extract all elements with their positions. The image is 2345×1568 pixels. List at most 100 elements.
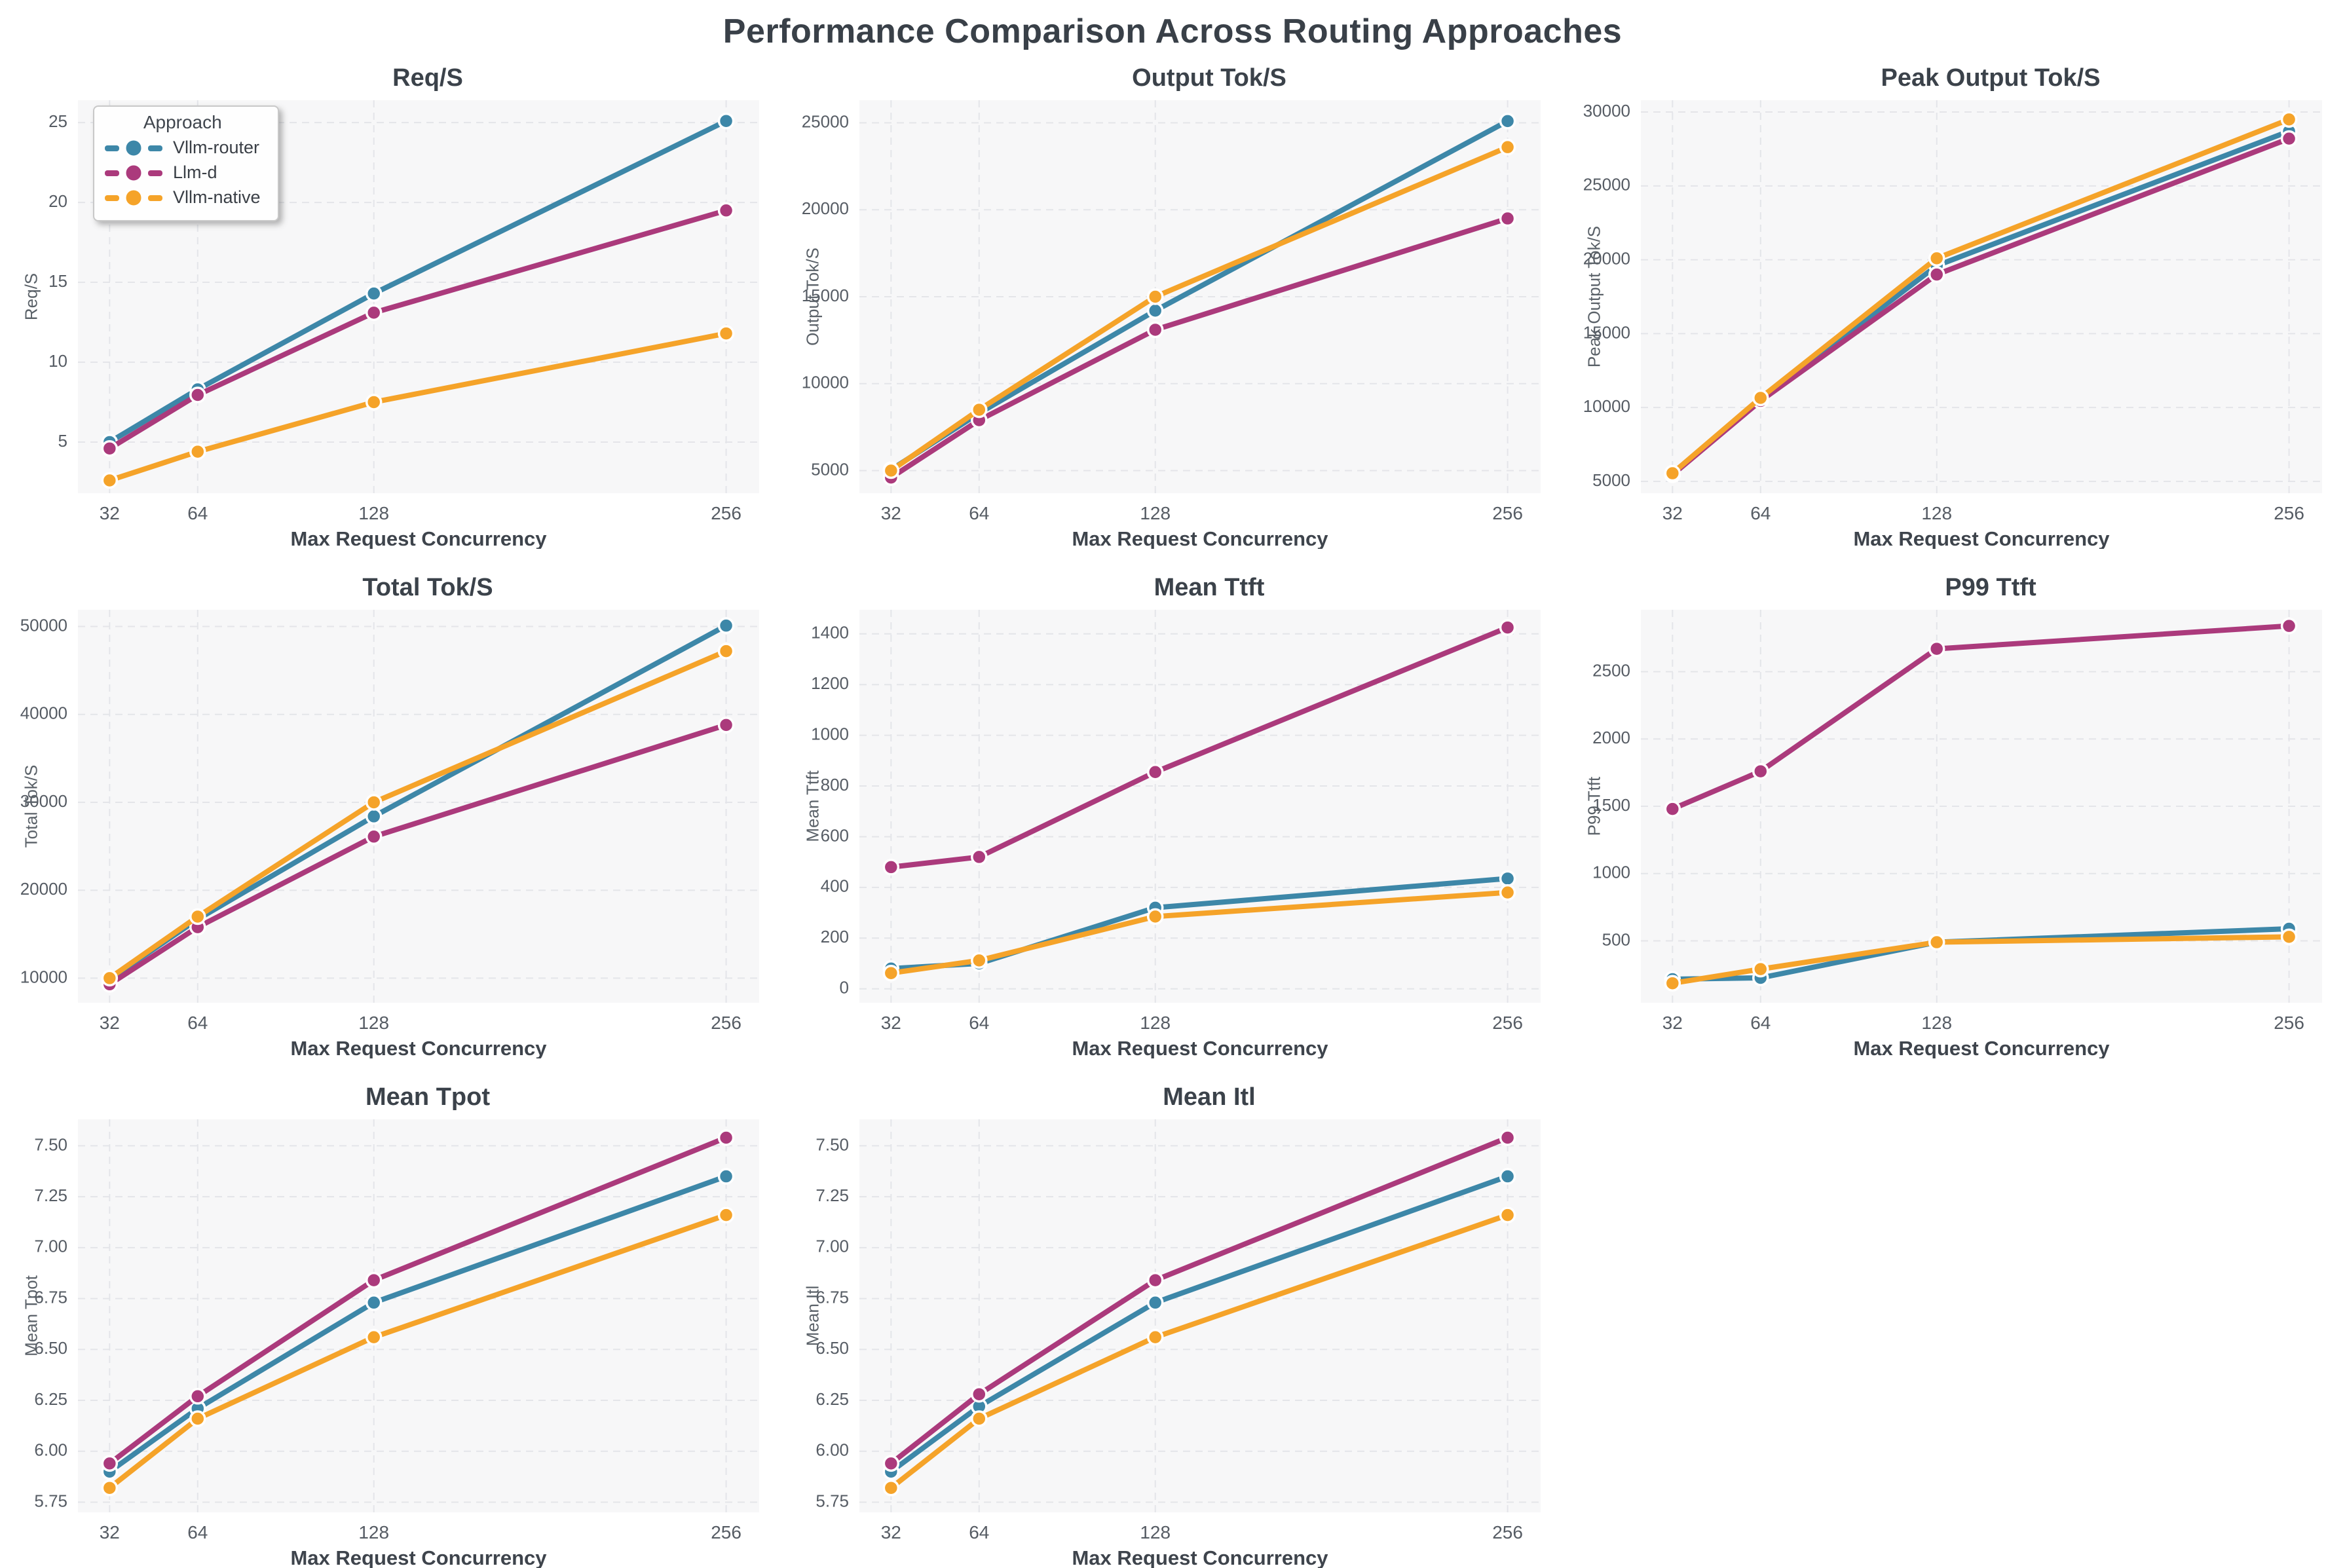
- chart-body-output-tok-s: Output Tok/S 5000 10000 15000 20000 25000 32 64…: [791, 94, 1553, 549]
- x-tick-labels: 32 64 128 256: [881, 1013, 1523, 1033]
- svg-text:256: 256: [1492, 1013, 1523, 1033]
- legend-item-vllm-router: Vllm-router: [105, 138, 261, 158]
- y-tick-labels: 5.75 6.00 6.25 6.50 6.75 7.00 7.25 7.50: [816, 1134, 849, 1510]
- svg-text:600: 600: [821, 825, 849, 845]
- x-axis-label-peak-output-tok-s: Max Request Concurrency: [1853, 527, 2110, 549]
- svg-text:5000: 5000: [811, 459, 849, 479]
- svg-text:25000: 25000: [802, 111, 849, 131]
- series-line-vllm-native: [107, 648, 729, 981]
- svg-text:6.00: 6.00: [34, 1440, 67, 1460]
- svg-text:64: 64: [969, 503, 989, 523]
- series-markers-llm-d: [101, 202, 735, 457]
- series-line-llm-d: [1670, 623, 2292, 812]
- series-line-llm-d: [107, 208, 729, 451]
- y-axis-label-peak-output-tok-s: Peak Output Tok/S: [1584, 225, 1604, 368]
- plot-background: [859, 1119, 1541, 1512]
- chart-body-mean-itl: Mean Itl 5.75 6.00 6.25 6.50 6.75 7.00 7.25 7.50…: [791, 1113, 1553, 1568]
- x-axis-label-total-tok-s: Max Request Concurrency: [290, 1037, 547, 1058]
- x-tick-labels: 32 64 128 256: [100, 503, 741, 523]
- series-line-vllm-native: [1670, 117, 2292, 476]
- y-axis-label-mean-itl: Mean Itl: [802, 1285, 823, 1347]
- svg-text:7.00: 7.00: [816, 1237, 849, 1256]
- x-tick-labels: 32 64 128 256: [100, 1522, 741, 1542]
- y-tick-labels: 0 200 400 600 800 1000 1200 1400: [811, 623, 849, 998]
- svg-text:30000: 30000: [1583, 101, 1630, 121]
- legend-item-vllm-native: Vllm-native: [105, 187, 261, 208]
- chart-canvas-mean-ttft: 0 200 400 600 800 1000 1200 1400 32 64 128 256 Max R…: [811, 610, 1541, 1058]
- svg-text:7.50: 7.50: [816, 1134, 849, 1154]
- x-axis-label-mean-ttft: Max Request Concurrency: [1072, 1037, 1328, 1058]
- svg-text:25000: 25000: [1583, 175, 1630, 195]
- legend-label: Vllm-router: [173, 138, 260, 157]
- svg-text:256: 256: [1492, 1522, 1523, 1542]
- svg-text:15000: 15000: [802, 286, 849, 305]
- y-tick-labels: 5.75 6.00 6.25 6.50 6.75 7.00 7.25 7.50: [34, 1134, 67, 1510]
- svg-text:5000: 5000: [1592, 470, 1630, 490]
- svg-text:2000: 2000: [1592, 728, 1630, 747]
- chart-canvas-output-tok-s: 5000 10000 15000 20000 25000 32 64 128 256 Max Re…: [802, 100, 1541, 549]
- chart-title-req-s: Req/S: [392, 64, 463, 92]
- series-markers-llm-d: [1664, 617, 2298, 817]
- svg-text:400: 400: [821, 876, 849, 896]
- svg-text:256: 256: [711, 1522, 741, 1542]
- svg-text:7.00: 7.00: [34, 1237, 67, 1256]
- grid-lines: [78, 610, 759, 1003]
- svg-text:6.50: 6.50: [34, 1338, 67, 1358]
- legend-title: Approach: [143, 112, 222, 132]
- plot-background: [1641, 100, 2322, 493]
- y-tick-labels: 10000 20000 30000 40000 50000: [20, 615, 67, 986]
- chart-canvas-mean-tpot: 5.75 6.00 6.25 6.50 6.75 7.00 7.25 7.50 32 64 128 2…: [34, 1119, 759, 1568]
- svg-text:64: 64: [187, 1522, 208, 1542]
- svg-text:6.25: 6.25: [34, 1389, 67, 1409]
- plot-background: [78, 1119, 759, 1512]
- svg-text:64: 64: [1750, 503, 1771, 523]
- svg-text:64: 64: [969, 1522, 989, 1542]
- x-axis-label-req-s: Max Request Concurrency: [290, 527, 547, 549]
- y-axis-label-output-tok-s: Output Tok/S: [802, 248, 823, 346]
- y-tick-labels: 5 10 15 20 25: [48, 111, 67, 451]
- svg-text:32: 32: [881, 1522, 901, 1542]
- series-markers-vllm-native: [882, 1206, 1516, 1497]
- x-tick-labels: 32 64 128 256: [1662, 1013, 2304, 1033]
- y-tick-labels: 5000 10000 15000 20000 25000 30000: [1583, 101, 1630, 490]
- svg-text:256: 256: [2274, 503, 2304, 523]
- svg-text:128: 128: [1921, 503, 1952, 523]
- x-axis-label-mean-tpot: Max Request Concurrency: [290, 1546, 547, 1568]
- svg-text:128: 128: [358, 1013, 389, 1033]
- svg-text:800: 800: [821, 775, 849, 794]
- svg-text:5.75: 5.75: [34, 1491, 67, 1510]
- svg-text:10000: 10000: [802, 373, 849, 392]
- legend-marker-icon: [105, 138, 162, 157]
- series-markers-vllm-native: [101, 1206, 735, 1497]
- svg-text:64: 64: [969, 1013, 989, 1033]
- svg-text:20000: 20000: [802, 198, 849, 218]
- svg-text:32: 32: [881, 503, 901, 523]
- chart-card-mean-tpot: Mean Tpot Mean Tpot 5.75 6.00 6.25 6.50 6.75 7.…: [0, 1081, 781, 1568]
- legend-label: Vllm-native: [173, 187, 261, 207]
- svg-text:1000: 1000: [1592, 863, 1630, 882]
- svg-text:128: 128: [358, 503, 389, 523]
- y-tick-labels: 5000 10000 15000 20000 25000: [802, 111, 849, 479]
- chart-body-total-tok-s: Total Tok/S 10000 20000 30000 40000 50000 32 64…: [9, 603, 772, 1058]
- legend-item-llm-d: Llm-d: [105, 162, 261, 183]
- svg-text:20000: 20000: [1583, 248, 1630, 268]
- svg-text:5: 5: [58, 431, 67, 451]
- chart-body-req-s: Req/S 5 10 15 20 25 32 64 128 256 Max Request Conc…: [9, 94, 772, 549]
- chart-title-peak-output-tok-s: Peak Output Tok/S: [1881, 64, 2101, 92]
- svg-text:2500: 2500: [1592, 660, 1630, 680]
- svg-text:30000: 30000: [20, 791, 67, 811]
- chart-body-mean-tpot: Mean Tpot 5.75 6.00 6.25 6.50 6.75 7.00 7.25 7.5…: [9, 1113, 772, 1568]
- svg-text:32: 32: [100, 1522, 120, 1542]
- chart-card-peak-output-tok-s: Peak Output Tok/S Peak Output Tok/S 5000 10…: [1563, 62, 2344, 572]
- svg-text:256: 256: [2274, 1013, 2304, 1033]
- figure-header: Performance Comparison Across Routing Ap…: [0, 0, 2345, 62]
- svg-text:10000: 10000: [20, 967, 67, 986]
- svg-text:128: 128: [1921, 1013, 1952, 1033]
- chart-body-p99-ttft: P99 Ttft 500 1000 1500 2000 2500 32 64 128 256 Max…: [1572, 603, 2335, 1058]
- chart-canvas-p99-ttft: 500 1000 1500 2000 2500 32 64 128 256 Max Request…: [1592, 610, 2322, 1058]
- series-line-llm-d: [888, 1134, 1510, 1466]
- svg-text:15: 15: [48, 271, 67, 291]
- chart-title-mean-tpot: Mean Tpot: [366, 1083, 490, 1111]
- series-line-llm-d: [107, 1134, 729, 1466]
- x-tick-labels: 32 64 128 256: [100, 1013, 741, 1033]
